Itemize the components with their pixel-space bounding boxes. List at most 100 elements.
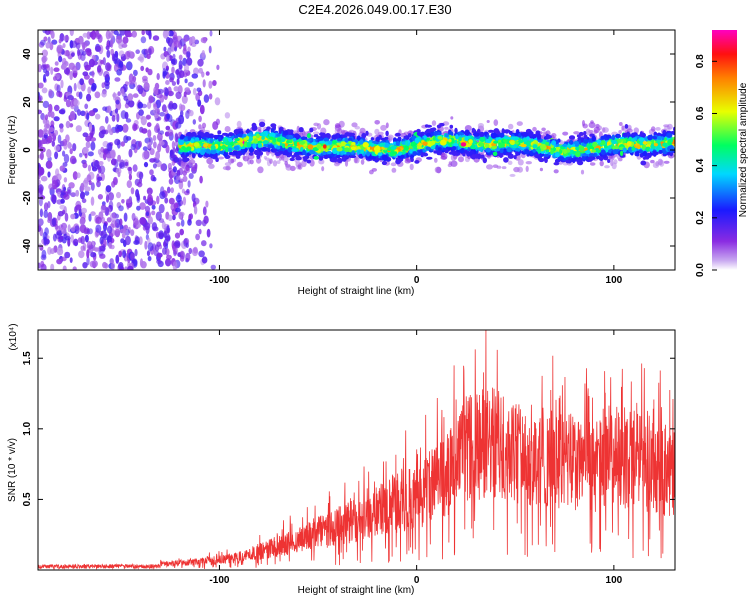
heatmap-cell <box>509 140 516 145</box>
heatmap-cell <box>430 140 436 146</box>
heatmap-cell <box>236 128 243 132</box>
heatmap-cell <box>234 138 240 142</box>
heatmap-cell <box>78 91 83 100</box>
heatmap-cell <box>86 228 90 235</box>
heatmap-cell <box>59 204 66 210</box>
heatmap-cell <box>642 156 647 160</box>
heatmap-cell <box>39 208 44 218</box>
heatmap-cell <box>58 38 62 44</box>
heatmap-cell <box>431 120 437 126</box>
heatmap-cell <box>112 93 118 98</box>
heatmap-cell <box>585 150 591 155</box>
heatmap-cell <box>298 127 304 133</box>
heatmap-cell <box>562 143 568 148</box>
heatmap-cell <box>62 138 68 147</box>
heatmap-cell <box>147 237 151 245</box>
heatmap-cell <box>172 53 176 60</box>
heatmap-cell <box>94 45 102 52</box>
heatmap-cell <box>159 191 166 200</box>
heatmap-cell <box>270 123 277 128</box>
heatmap-cell <box>188 247 193 255</box>
heatmap-cell <box>210 264 216 270</box>
heatmap-cell <box>349 132 356 137</box>
heatmap-cell <box>282 130 289 136</box>
heatmap-cell <box>62 162 68 167</box>
heatmap-cell <box>147 194 153 202</box>
heatmap-cell <box>127 166 132 172</box>
heatmap-cell <box>281 143 286 149</box>
colorbar-tick-label: 0.2 <box>695 210 706 224</box>
heatmap-cell <box>274 151 281 156</box>
heatmap-cell <box>347 137 353 142</box>
heatmap-cell <box>485 143 490 149</box>
heatmap-cell <box>260 132 267 136</box>
heatmap-cell <box>170 203 177 212</box>
heatmap-cell <box>640 160 647 166</box>
heatmap-cell <box>122 250 127 259</box>
heatmap-cell <box>124 50 131 60</box>
heatmap-cell <box>80 191 85 200</box>
heatmap-cell <box>553 162 560 166</box>
heatmap-cell <box>515 151 519 157</box>
heatmap-cell <box>241 148 245 154</box>
heatmap-cell <box>121 199 125 204</box>
heatmap-cell <box>45 70 50 77</box>
heatmap-cell <box>379 142 385 147</box>
heatmap-cell <box>191 193 196 202</box>
heatmap-cell <box>202 37 207 44</box>
heatmap-cell <box>147 68 153 76</box>
heatmap-cell <box>110 149 116 159</box>
heatmap-cell <box>259 121 266 128</box>
heatmap-cell <box>120 141 126 147</box>
heatmap-cell <box>287 134 294 140</box>
heatmap-cell <box>323 154 329 159</box>
heatmap-cell <box>185 242 189 248</box>
heatmap-cell <box>114 77 121 82</box>
heatmap-cell <box>105 62 111 71</box>
heatmap-cell <box>67 95 74 101</box>
colorbar-tick-label: 0.6 <box>695 106 706 120</box>
heatmap-cell <box>197 99 202 107</box>
heatmap-cell <box>203 94 210 103</box>
heatmap-cell <box>97 176 103 182</box>
heatmap-cell <box>138 140 142 148</box>
heatmap-cell <box>213 153 218 158</box>
heatmap-cell <box>276 133 281 137</box>
heatmap-cell <box>253 138 259 144</box>
heatmap-cell <box>485 147 492 153</box>
heatmap-cell <box>550 149 554 154</box>
heatmap-cell <box>114 228 121 238</box>
heatmap-cell <box>178 54 183 61</box>
heatmap-cell <box>173 40 180 48</box>
heatmap-cell <box>131 212 136 221</box>
heatmap-cell <box>261 146 268 152</box>
heatmap-cell <box>179 228 184 236</box>
heatmap-cell <box>105 116 109 124</box>
heatmap-cell <box>208 133 214 139</box>
heatmap-cell <box>286 140 290 144</box>
heatmap-cell <box>554 153 560 158</box>
heatmap-cell <box>146 141 152 149</box>
heatmap-cell <box>276 145 281 150</box>
heatmap-cell <box>140 36 147 44</box>
heatmap-cell <box>455 134 459 140</box>
heatmap-cell <box>140 65 145 72</box>
heatmap-cell <box>208 45 212 54</box>
heatmap-cell <box>522 138 528 143</box>
heatmap-cell <box>43 202 49 212</box>
heatmap-cell <box>464 149 468 154</box>
heatmap-cell <box>606 135 612 139</box>
heatmap-cell <box>94 91 101 99</box>
heatmap-cell <box>249 159 254 165</box>
heatmap-cell <box>583 139 589 144</box>
heatmap-cell <box>486 164 493 170</box>
heatmap-cell <box>40 175 48 182</box>
heatmap-cell <box>171 81 176 86</box>
heatmap-cell <box>38 129 44 138</box>
heatmap-cell <box>266 126 271 130</box>
heatmap-cell <box>599 160 604 167</box>
heatmap-cell <box>137 84 141 90</box>
heatmap-cell <box>204 131 210 138</box>
heatmap-cell <box>110 244 115 250</box>
heatmap-cell <box>422 141 428 146</box>
